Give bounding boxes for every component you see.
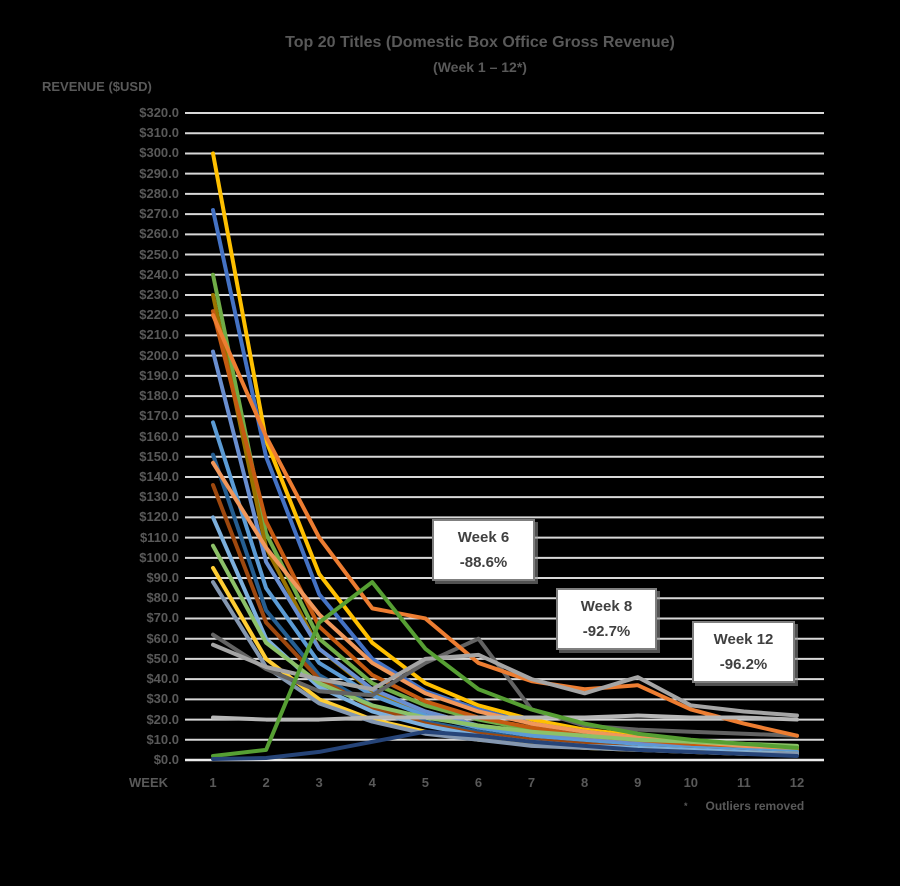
y-tick-label: $190.0 xyxy=(139,367,179,383)
y-tick-label: $260.0 xyxy=(139,226,179,242)
y-tick-label: $10.0 xyxy=(146,731,179,747)
x-tick-label: 5 xyxy=(421,775,429,790)
y-tick-label: $210.0 xyxy=(139,327,179,343)
y-tick-label: $140.0 xyxy=(139,468,179,484)
y-tick-label: $170.0 xyxy=(139,408,179,424)
annotation-week-6-label: Week 6 xyxy=(457,529,510,546)
y-tick-label: $220.0 xyxy=(139,307,179,323)
x-tick-label: 3 xyxy=(315,775,323,790)
x-tick-label: 8 xyxy=(581,775,589,790)
y-tick-label: $0.0 xyxy=(153,752,179,767)
series-line-16 xyxy=(211,313,799,738)
series-line-20 xyxy=(211,729,799,761)
y-tick-label: $70.0 xyxy=(146,610,179,626)
annotation-week-6-delta: -88.6% xyxy=(459,554,508,571)
y-tick-label: $50.0 xyxy=(146,650,179,666)
series-line-7 xyxy=(211,420,799,754)
annotation-week-8-delta: -92.7% xyxy=(582,623,631,640)
series-line-17 xyxy=(211,642,799,718)
chart-footnote: * Outliers removed xyxy=(684,799,804,813)
annotation-week-8: Week 8 -92.7% xyxy=(556,588,657,650)
series-line-18 xyxy=(211,713,799,722)
y-tick-label: $150.0 xyxy=(139,448,179,464)
series-line-19 xyxy=(211,580,799,758)
footnote-asterisk: * xyxy=(684,801,688,811)
x-tick-label: 7 xyxy=(527,775,536,790)
x-tick-label: 12 xyxy=(789,775,805,790)
x-axis-title: WEEK xyxy=(129,775,168,790)
y-tick-label: $200.0 xyxy=(139,347,179,363)
y-tick-label: $20.0 xyxy=(146,711,179,727)
x-tick-label: 6 xyxy=(474,775,483,790)
y-axis-title: REVENUE ($USD) xyxy=(42,79,152,94)
y-tick-label: $240.0 xyxy=(139,266,179,282)
annotation-week-8-label: Week 8 xyxy=(580,598,633,615)
y-tick-label: $180.0 xyxy=(139,388,179,404)
y-tick-label: $250.0 xyxy=(139,246,179,262)
annotation-week-12-delta: -96.2% xyxy=(719,656,768,673)
y-tick-label: $290.0 xyxy=(139,165,179,181)
y-tick-label: $120.0 xyxy=(139,509,179,525)
y-tick-label: $300.0 xyxy=(139,145,179,161)
x-tick-label: 1 xyxy=(209,775,217,790)
y-tick-label: $40.0 xyxy=(146,671,179,687)
y-tick-label: $80.0 xyxy=(146,590,179,606)
y-tick-label: $270.0 xyxy=(139,206,179,222)
footnote-text: Outliers removed xyxy=(705,799,805,813)
y-tick-label: $130.0 xyxy=(139,489,179,505)
chart-subtitle: (Week 1 – 12*) xyxy=(433,59,527,75)
annotation-week-12: Week 12 -96.2% xyxy=(692,621,795,683)
x-tick-label: 2 xyxy=(262,775,270,790)
annotation-week-12-label: Week 12 xyxy=(713,631,774,648)
y-tick-label: $60.0 xyxy=(146,630,179,646)
y-tick-label: $100.0 xyxy=(139,549,179,565)
y-tick-label: $90.0 xyxy=(146,570,179,586)
y-tick-label: $230.0 xyxy=(139,286,179,302)
x-tick-label: 10 xyxy=(683,775,699,790)
x-tick-label: 9 xyxy=(634,775,642,790)
y-tick-label: $30.0 xyxy=(146,691,179,707)
series-line-5 xyxy=(211,309,799,752)
annotation-week-6: Week 6 -88.6% xyxy=(432,519,535,581)
y-tick-label: $110.0 xyxy=(139,529,179,545)
x-tick-label: 4 xyxy=(368,775,376,790)
y-tick-label: $160.0 xyxy=(139,428,179,444)
y-tick-label: $310.0 xyxy=(139,125,179,141)
y-tick-label: $320.0 xyxy=(139,105,179,120)
chart-title: Top 20 Titles (Domestic Box Office Gross… xyxy=(285,34,675,51)
x-tick-label: 11 xyxy=(737,775,751,790)
y-tick-label: $280.0 xyxy=(139,185,179,201)
